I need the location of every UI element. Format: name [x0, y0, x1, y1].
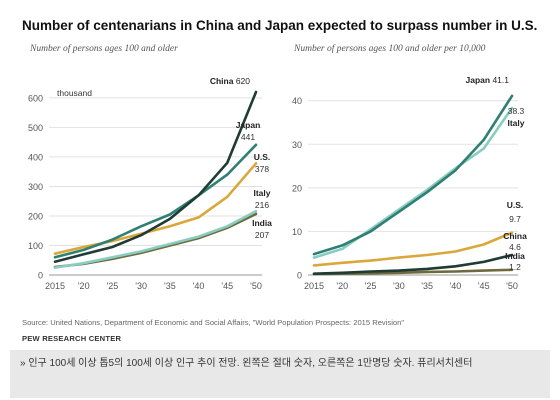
series-line-china [53, 90, 258, 264]
series-value-india: 207 [255, 230, 269, 240]
series-line-us [312, 231, 514, 267]
series-value-india: 1.2 [509, 262, 521, 272]
y-tick-label: 100 [28, 241, 43, 251]
y-tick-label: 20 [292, 183, 302, 193]
y-tick-label: 400 [28, 152, 43, 162]
x-tick-label: 2015 [304, 281, 324, 291]
series-label-japan: Japan 41.1 [466, 75, 510, 85]
x-tick-label: '20 [336, 281, 348, 291]
series-value-italy: 38.3 [508, 106, 525, 116]
caption-box: » 인구 100세 이상 톱5의 100세 이상 인구 추이 전망. 왼쪽은 절… [10, 350, 550, 398]
series-name-china: China [503, 231, 527, 241]
x-tick-label: '50 [506, 281, 518, 291]
y-tick-label: 30 [292, 140, 302, 150]
series-value-us: 378 [255, 164, 269, 174]
chart-title: Number of centenarians in China and Japa… [22, 18, 538, 33]
series-line-india [53, 212, 258, 269]
series-line-japan [53, 143, 258, 259]
series-line-italy [312, 106, 514, 259]
series-name-japan: Japan [236, 120, 261, 130]
series-name-italy: Italy [507, 118, 524, 128]
y-tick-label: 40 [292, 96, 302, 106]
source-note: Source: United Nations, Department of Ec… [22, 318, 405, 327]
x-tick-label: '30 [393, 281, 405, 291]
series-line-japan [312, 94, 514, 256]
left-chart: 0 100 200 300 400 500 600 thousand 2015 '20 '25 '30… [28, 76, 272, 291]
series-value-china: 4.6 [509, 242, 521, 252]
x-tick-label: '20 [78, 281, 90, 291]
series-line-italy [53, 209, 258, 269]
series-line-china [312, 253, 514, 276]
left-chart-subtitle: Number of persons ages 100 and older [30, 44, 178, 54]
right-chart: 0 10 20 30 40 2015 '20 '25 '30 '35 '40 '45 '50 Japan … [292, 75, 527, 291]
x-tick-label: 2015 [45, 281, 65, 291]
series-line-us [53, 162, 258, 255]
y-tick-label: 200 [28, 211, 43, 221]
series-name-us: U.S. [507, 200, 524, 210]
x-tick-label: '35 [421, 281, 433, 291]
caption-text: » 인구 100세 이상 톱5의 100세 이상 인구 추이 전망. 왼쪽은 절… [20, 358, 473, 369]
x-tick-label: '50 [250, 281, 262, 291]
y-tick-label: 0 [297, 271, 302, 281]
x-tick-label: '30 [135, 281, 147, 291]
series-value-italy: 216 [255, 200, 269, 210]
x-tick-label: '45 [221, 281, 233, 291]
series-name-italy: Italy [253, 188, 270, 198]
x-tick-label: '25 [365, 281, 377, 291]
series-name-india: India [252, 218, 272, 228]
right-chart-subtitle: Number of persons ages 100 and older per… [294, 44, 486, 54]
unit-label: thousand [57, 88, 92, 98]
x-tick-label: '25 [107, 281, 119, 291]
x-tick-label: '40 [193, 281, 205, 291]
x-tick-label: '35 [164, 281, 176, 291]
series-value-us: 9.7 [509, 214, 521, 224]
series-label-china: China 620 [210, 76, 250, 86]
series-name-india: India [505, 251, 525, 261]
y-tick-label: 300 [28, 182, 43, 192]
series-name-us: U.S. [254, 152, 271, 162]
y-tick-label: 0 [38, 271, 43, 281]
y-tick-label: 10 [292, 227, 302, 237]
x-tick-label: '40 [450, 281, 462, 291]
org-name: PEW RESEARCH CENTER [22, 334, 122, 343]
x-tick-label: '45 [478, 281, 490, 291]
y-tick-label: 600 [28, 93, 43, 103]
series-value-japan: 441 [241, 132, 255, 142]
y-tick-label: 500 [28, 123, 43, 133]
